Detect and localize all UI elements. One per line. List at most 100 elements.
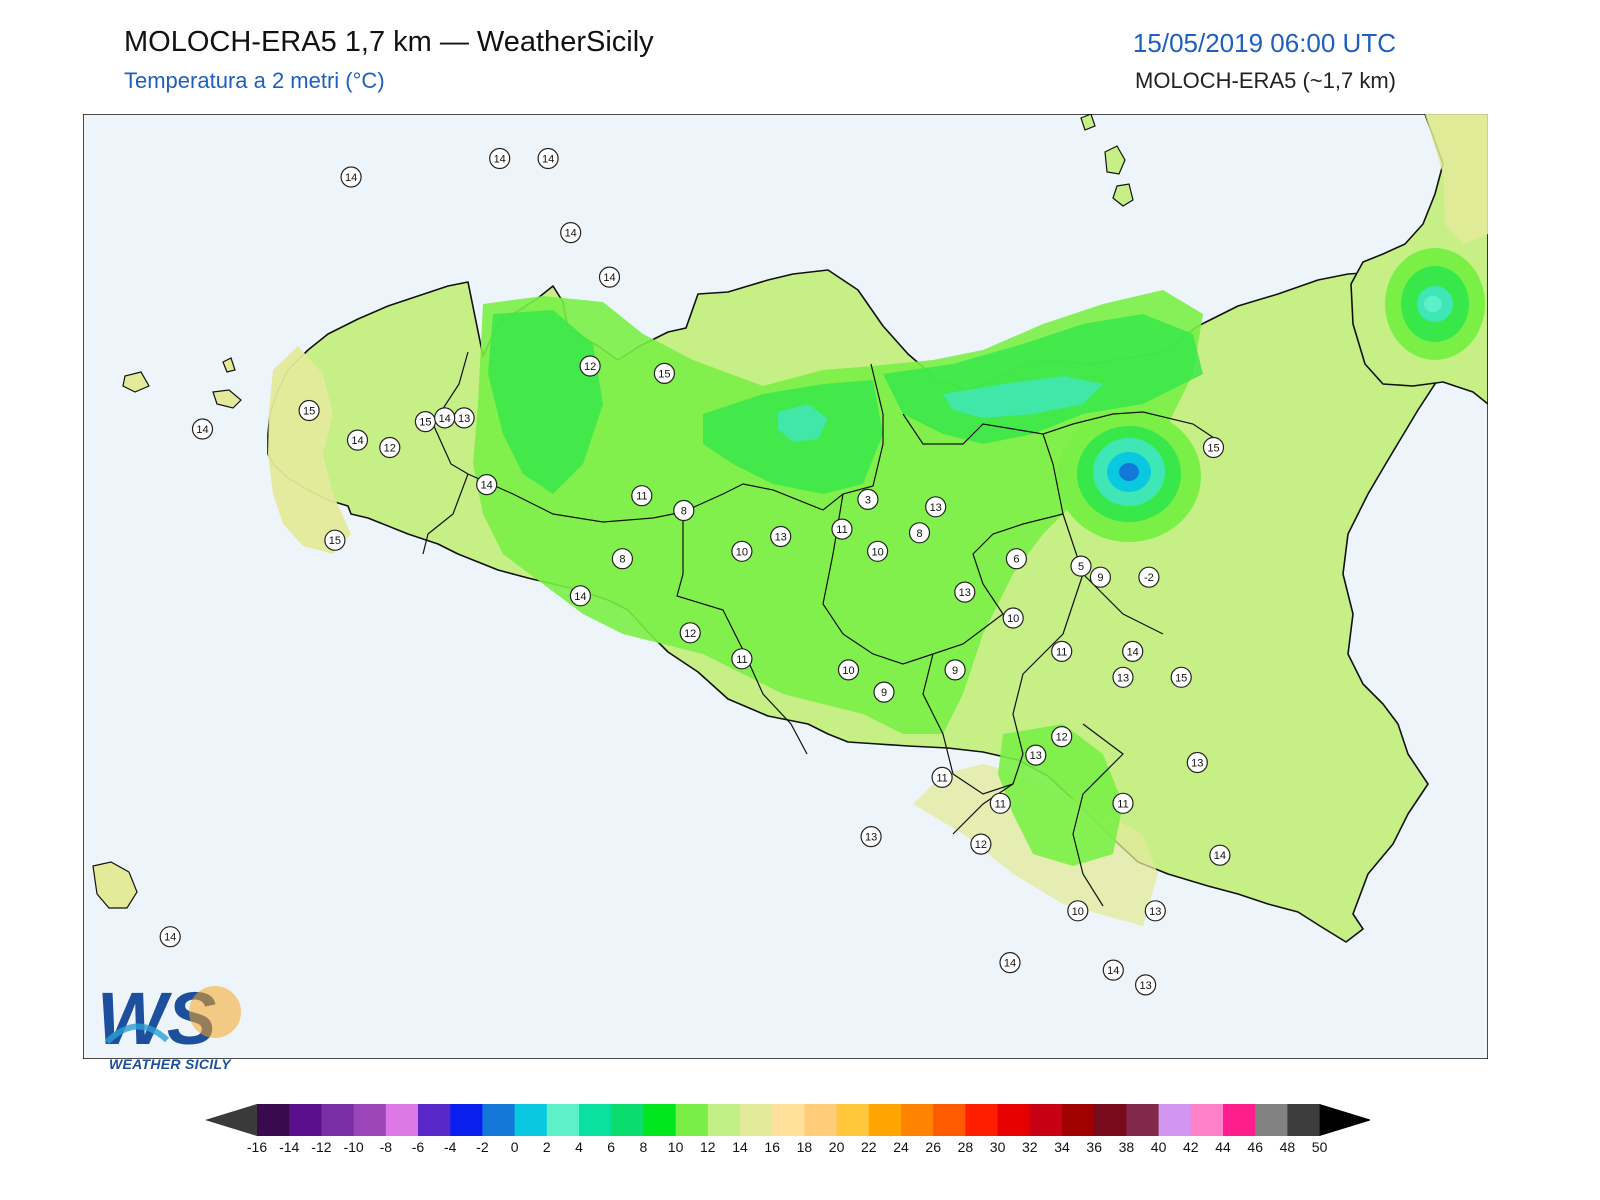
station-value: 14: [1004, 958, 1016, 970]
colorbar-tick-label: 24: [893, 1139, 909, 1155]
colorbar-segment: [997, 1104, 1031, 1136]
station-value: 13: [865, 832, 877, 844]
station-marker: [925, 496, 947, 518]
station-marker: [346, 429, 369, 451]
station-value: 12: [684, 628, 696, 640]
station-value: 15: [658, 368, 670, 380]
station-value: 12: [584, 361, 596, 373]
station-marker: [340, 166, 362, 188]
station-value: 9: [1097, 572, 1103, 584]
station-value: 14: [1214, 850, 1226, 862]
colorbar-tick-label: -4: [444, 1139, 457, 1155]
colorbar-tick-label: 18: [797, 1139, 813, 1155]
station-marker: [931, 766, 953, 789]
temperature-colorbar: [205, 1104, 1370, 1136]
station-marker: [379, 436, 401, 459]
station-value: 11: [995, 798, 1006, 810]
colorbar-segment: [804, 1104, 838, 1136]
station-value: 15: [1175, 672, 1187, 684]
station-value: 11: [736, 654, 747, 666]
station-marker: [1102, 959, 1124, 981]
colorbar-tick-label: -14: [279, 1139, 299, 1155]
colorbar-segment: [1094, 1104, 1127, 1136]
station-marker: [489, 147, 511, 170]
colorbar-tick-label: -2: [476, 1139, 489, 1155]
station-value: 14: [345, 172, 357, 184]
colorbar-tick-label: 46: [1247, 1139, 1263, 1155]
colorbar-tick-label: 36: [1086, 1139, 1102, 1155]
colorbar-tick-label: 2: [543, 1139, 551, 1155]
colorbar-low-arrow: [205, 1104, 257, 1136]
station-marker: [944, 659, 966, 681]
station-marker: [598, 266, 621, 288]
colorbar-tick-label: 32: [1022, 1139, 1038, 1155]
colorbar-segment: [1255, 1104, 1288, 1136]
colorbar-segment: [643, 1104, 677, 1136]
station-value: 8: [619, 554, 625, 566]
station-value: 13: [1191, 758, 1203, 770]
colorbar-tick-label: 0: [511, 1139, 519, 1155]
station-value: 14: [164, 932, 176, 944]
colorbar-tick-label: 50: [1312, 1139, 1328, 1155]
station-value: 11: [936, 772, 947, 784]
colorbar-tick-label: 4: [575, 1139, 583, 1155]
colorbar-tick-label: 38: [1119, 1139, 1135, 1155]
colorbar-segment: [675, 1104, 709, 1136]
colorbar-segment: [1029, 1104, 1063, 1136]
colorbar-tick-label: -16: [247, 1139, 267, 1155]
colorbar-tick-label: 14: [732, 1139, 748, 1155]
colorbar-segment: [1287, 1104, 1321, 1136]
colorbar-tick-label: 30: [990, 1139, 1006, 1155]
station-value: 12: [975, 839, 987, 851]
colorbar-segment: [707, 1104, 741, 1136]
colorbar-segment: [933, 1104, 966, 1136]
station-value: 15: [303, 406, 315, 418]
station-value: 13: [458, 413, 470, 425]
station-value: 13: [775, 532, 787, 544]
forecast-timestamp: 15/05/2019 06:00 UTC: [1132, 28, 1396, 58]
colorbar-tick-label: -6: [412, 1139, 425, 1155]
station-marker: [1112, 792, 1134, 814]
station-marker: [1144, 900, 1166, 922]
colorbar-tick-label: 20: [829, 1139, 845, 1155]
colorbar-tick-label: 42: [1183, 1139, 1199, 1155]
station-marker: [1002, 607, 1024, 629]
station-value: 10: [871, 546, 883, 558]
aeolian-islands: [1080, 114, 1134, 207]
station-marker: [324, 529, 346, 551]
colorbar-segment: [1190, 1104, 1224, 1136]
colorbar-tick-labels: -16 -14 -12 -10 -8 -6 -4 -2 0 2 4 6 8 10 12 14 16 18 20 22 2…: [247, 1139, 1328, 1155]
station-marker: [1051, 725, 1073, 748]
colorbar-segment: [418, 1104, 451, 1136]
colorbar-tick-label: 34: [1054, 1139, 1070, 1155]
station-marker: [434, 407, 456, 429]
station-marker: [1122, 640, 1144, 663]
colorbar-tick-label: 12: [700, 1139, 716, 1155]
colorbar-tick-label: 26: [925, 1139, 941, 1155]
station-marker: [1202, 436, 1225, 459]
station-marker: [537, 147, 559, 170]
station-value: 13: [1149, 906, 1161, 918]
station-marker: [908, 522, 931, 544]
colorbar-tick-label: 8: [640, 1139, 648, 1155]
station-marker: [1186, 751, 1208, 774]
station-value: 13: [1117, 672, 1129, 684]
station-marker: [1051, 640, 1073, 663]
pantelleria-island: [92, 861, 138, 909]
station-value: 14: [565, 228, 577, 240]
colorbar-segment: [385, 1104, 419, 1136]
station-markers: 14 14 14 14 14 15 15 13 15 14 14 12 15 14 15 12 14 11 14 12…: [159, 147, 1231, 996]
colorbar-tick-label: 28: [958, 1139, 974, 1155]
colorbar-tick-label: 22: [861, 1139, 877, 1155]
station-value: 14: [196, 424, 208, 436]
colorbar-segment: [611, 1104, 644, 1136]
colorbar-tick-label: 44: [1215, 1139, 1231, 1155]
station-marker: [653, 362, 676, 384]
station-marker: [191, 418, 214, 440]
station-value: 15: [329, 535, 341, 547]
station-marker: [679, 622, 701, 644]
colorbar-segment: [353, 1104, 387, 1136]
station-marker: [954, 581, 976, 603]
station-marker: [579, 355, 601, 377]
colorbar-tick-label: 10: [668, 1139, 684, 1155]
